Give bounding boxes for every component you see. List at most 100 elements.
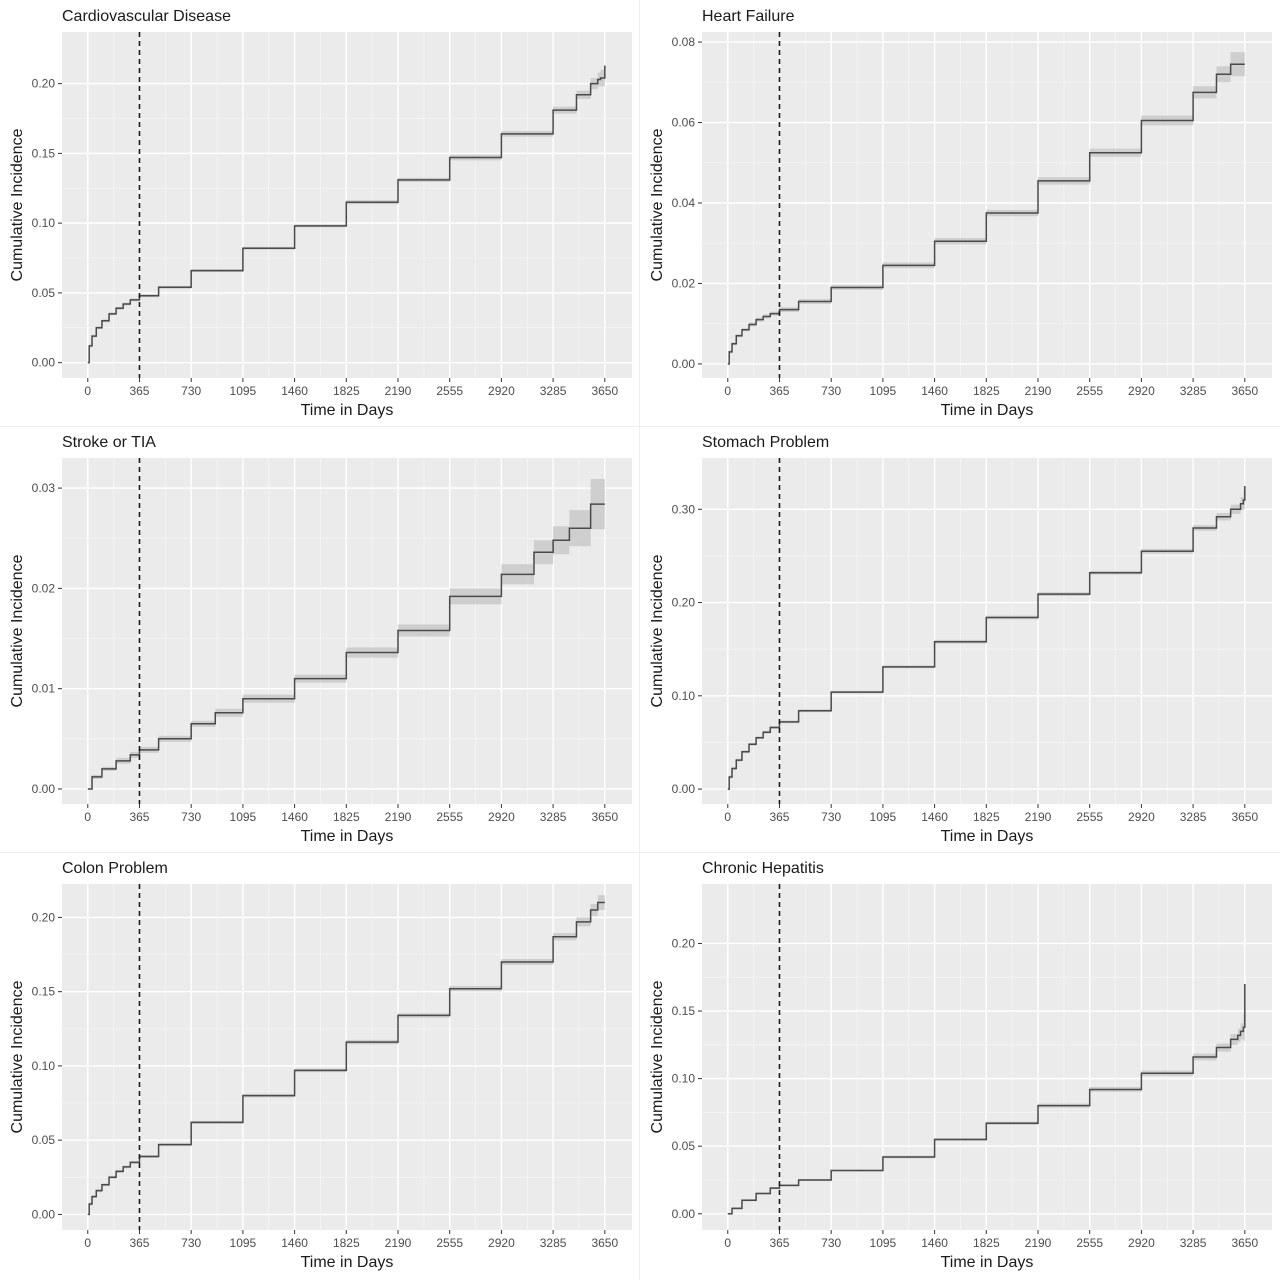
- y-tick-label: 0.00: [672, 782, 696, 796]
- x-tick-label: 1825: [333, 1236, 360, 1250]
- x-tick-label: 3650: [591, 1236, 618, 1250]
- y-tick-label: 0.04: [672, 196, 696, 210]
- x-tick-label: 3650: [1231, 384, 1258, 398]
- x-tick-label: 730: [181, 810, 201, 824]
- x-tick-label: 2920: [1128, 384, 1155, 398]
- incidence-line: [727, 984, 1246, 1215]
- y-tick-label: 0.05: [32, 1133, 56, 1147]
- x-tick-label: 2190: [1025, 810, 1052, 824]
- x-axis-title: Time in Days: [301, 1254, 394, 1271]
- x-tick-label: 2555: [436, 384, 463, 398]
- y-axis-title: Cumulative Incidence: [9, 554, 26, 707]
- x-tick-label: 2190: [385, 810, 412, 824]
- chart-title: Stomach Problem: [702, 434, 829, 451]
- x-tick-label: 1095: [870, 810, 897, 824]
- x-tick-label: 3285: [1180, 384, 1207, 398]
- y-axis-title: Cumulative Incidence: [649, 128, 666, 281]
- chart-svg: 0 365 730 1095 1460 1825 2190 2555 2920 3285 3650 0…: [649, 434, 1272, 845]
- chart-panel: 0 365 730 1095 1460 1825 2190 2555 2920 3285 3650 0…: [0, 852, 640, 1278]
- y-axis-title: Cumulative Incidence: [649, 980, 666, 1133]
- x-tick-label: 0: [84, 810, 91, 824]
- plot-background: [702, 32, 1272, 378]
- x-tick-label: 3285: [540, 810, 567, 824]
- y-tick-label: 0.00: [672, 1207, 696, 1221]
- x-tick-label: 1095: [230, 384, 257, 398]
- x-tick-label: 2920: [488, 810, 515, 824]
- chart-svg: 0 365 730 1095 1460 1825 2190 2555 2920 3285 3650 0…: [649, 860, 1272, 1271]
- chart-svg: 0 365 730 1095 1460 1825 2190 2555 2920 3285 3650 0…: [649, 8, 1272, 419]
- y-tick-label: 0.10: [32, 216, 56, 230]
- panel-divider-horizontal-1: [0, 426, 1280, 427]
- plot-background: [702, 884, 1272, 1230]
- chart-title: Cardiovascular Disease: [62, 8, 231, 25]
- x-tick-label: 2190: [385, 1236, 412, 1250]
- x-tick-label: 365: [129, 810, 149, 824]
- x-tick-label: 1095: [870, 384, 897, 398]
- chart-svg: 0 365 730 1095 1460 1825 2190 2555 2920 3285 3650 0…: [9, 860, 632, 1271]
- x-tick-label: 2920: [1128, 1236, 1155, 1250]
- x-tick-label: 1825: [333, 810, 360, 824]
- chart-title: Heart Failure: [702, 8, 795, 25]
- x-tick-label: 1460: [921, 810, 948, 824]
- y-tick-label: 0.00: [672, 357, 696, 371]
- y-axis-title: Cumulative Incidence: [649, 554, 666, 707]
- chart-title: Colon Problem: [62, 860, 168, 877]
- chart-panel: 0 365 730 1095 1460 1825 2190 2555 2920 3285 3650 0…: [640, 426, 1280, 852]
- x-tick-label: 1460: [281, 810, 308, 824]
- x-tick-label: 3285: [540, 1236, 567, 1250]
- chart-svg: 0 365 730 1095 1460 1825 2190 2555 2920 3285 3650 0…: [9, 8, 632, 419]
- y-tick-label: 0.10: [672, 689, 696, 703]
- x-tick-label: 1460: [921, 1236, 948, 1250]
- x-tick-label: 2920: [1128, 810, 1155, 824]
- x-tick-label: 1095: [870, 1236, 897, 1250]
- x-tick-label: 2190: [1025, 384, 1052, 398]
- y-tick-label: 0.15: [672, 1004, 696, 1018]
- x-tick-label: 1825: [973, 384, 1000, 398]
- y-tick-label: 0.10: [672, 1072, 696, 1086]
- x-tick-label: 1460: [281, 1236, 308, 1250]
- panel-divider-horizontal-2: [0, 852, 1280, 853]
- x-tick-label: 3650: [1231, 810, 1258, 824]
- y-tick-label: 0.05: [32, 286, 56, 300]
- y-tick-label: 0.00: [32, 1207, 56, 1221]
- x-tick-label: 1825: [973, 810, 1000, 824]
- chart-title: Chronic Hepatitis: [702, 860, 824, 877]
- x-tick-label: 730: [821, 810, 841, 824]
- chart-panel: 0 365 730 1095 1460 1825 2190 2555 2920 3285 3650 0…: [640, 0, 1280, 426]
- x-tick-label: 2190: [1025, 1236, 1052, 1250]
- y-tick-label: 0.20: [32, 910, 56, 924]
- x-tick-label: 0: [724, 384, 731, 398]
- x-tick-label: 2555: [436, 1236, 463, 1250]
- chart-panel: 0 365 730 1095 1460 1825 2190 2555 2920 3285 3650 0…: [0, 0, 640, 426]
- x-tick-label: 2920: [488, 384, 515, 398]
- y-tick-label: 0.06: [672, 116, 696, 130]
- y-tick-label: 0.20: [32, 77, 56, 91]
- x-tick-label: 3650: [591, 810, 618, 824]
- x-tick-label: 2555: [1076, 810, 1103, 824]
- x-tick-label: 3650: [1231, 1236, 1258, 1250]
- incidence-line: [727, 485, 1246, 790]
- x-tick-label: 1095: [230, 810, 257, 824]
- y-axis-title: Cumulative Incidence: [9, 128, 26, 281]
- y-tick-label: 0.03: [32, 481, 56, 495]
- x-tick-label: 3285: [1180, 1236, 1207, 1250]
- x-tick-label: 365: [769, 384, 789, 398]
- x-tick-label: 3650: [591, 384, 618, 398]
- x-tick-label: 2920: [488, 1236, 515, 1250]
- confidence-band: [727, 50, 1245, 364]
- y-tick-label: 0.00: [32, 356, 56, 370]
- x-tick-label: 0: [724, 810, 731, 824]
- chart-title: Stroke or TIA: [62, 434, 156, 451]
- x-tick-label: 730: [821, 384, 841, 398]
- x-axis-title: Time in Days: [301, 402, 394, 419]
- x-axis-title: Time in Days: [941, 1254, 1034, 1271]
- x-tick-label: 1825: [333, 384, 360, 398]
- y-tick-label: 0.10: [32, 1059, 56, 1073]
- confidence-band: [87, 477, 605, 789]
- x-tick-label: 0: [84, 1236, 91, 1250]
- y-axis-title: Cumulative Incidence: [9, 980, 26, 1133]
- x-tick-label: 730: [181, 1236, 201, 1250]
- x-tick-label: 365: [129, 384, 149, 398]
- y-tick-label: 0.08: [672, 35, 696, 49]
- incidence-line: [87, 901, 605, 1216]
